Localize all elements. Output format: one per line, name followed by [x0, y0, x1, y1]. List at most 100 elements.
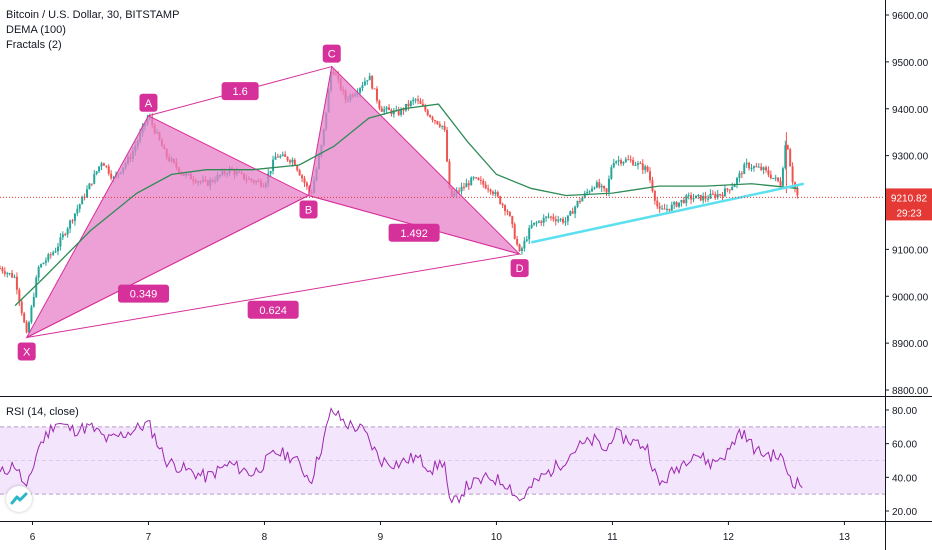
candle-body — [61, 234, 64, 238]
price-tick-label: 9400.00 — [892, 105, 929, 116]
candle-body — [653, 191, 656, 201]
candle-body — [98, 166, 101, 172]
candle-body — [774, 177, 777, 179]
trend-line[interactable] — [530, 182, 805, 244]
time-tick-label: 7 — [146, 532, 152, 543]
price-tick-label: 9300.00 — [892, 152, 929, 163]
candle-body — [112, 177, 115, 179]
candle-body — [516, 238, 519, 245]
candle-body — [738, 173, 741, 179]
candle-body — [482, 180, 485, 185]
candle-body — [429, 115, 432, 118]
candle-body — [279, 155, 282, 158]
candle-body — [441, 125, 444, 127]
tradingview-logo[interactable] — [6, 486, 32, 512]
candle-body — [446, 129, 449, 162]
candle-body — [15, 276, 18, 290]
candle-body — [789, 149, 792, 167]
harmonic-pattern[interactable]: 1.6 1.492 0.349 0.624 X A B C D — [17, 44, 529, 361]
candle-body — [603, 185, 606, 189]
candle-body — [769, 174, 772, 179]
point-label-a-bg — [139, 93, 158, 112]
candle-body — [574, 206, 577, 214]
candle-body — [363, 81, 366, 86]
logo-icon — [10, 492, 28, 505]
candle-body — [731, 187, 734, 190]
point-label-b: B — [305, 204, 312, 216]
candle-body — [383, 109, 386, 112]
candle-body — [407, 103, 410, 107]
candle-body — [557, 219, 560, 222]
candle-body — [620, 160, 623, 164]
candle-body — [540, 221, 543, 223]
candle-body — [740, 173, 743, 175]
candle-body — [93, 173, 96, 184]
candle-body — [566, 215, 569, 222]
last-price-value: 9210.82 — [891, 193, 928, 204]
candle-body — [593, 187, 596, 189]
candle-body — [470, 177, 473, 186]
ratio-label-bg — [221, 82, 259, 101]
candle-body — [622, 161, 625, 164]
candle-body — [71, 220, 74, 222]
candle-body — [42, 262, 45, 265]
candle-body — [102, 163, 105, 166]
rsi-legend: RSI (14, close) — [6, 405, 79, 420]
candle-body — [781, 168, 784, 186]
candle-body — [518, 244, 521, 251]
candle-body — [32, 296, 35, 307]
candle-body — [721, 194, 724, 197]
candle-body — [765, 167, 768, 171]
candle-body — [475, 177, 478, 179]
candle-body — [494, 192, 497, 195]
candle-body — [545, 216, 548, 218]
candle-body — [678, 202, 681, 207]
candle-body — [634, 164, 637, 166]
candle-body — [542, 217, 545, 223]
candle-body — [467, 183, 470, 186]
candle-body — [600, 185, 603, 188]
candle-body — [523, 240, 526, 249]
candle-body — [18, 289, 21, 302]
candle-body — [607, 178, 610, 192]
candle-body — [728, 189, 731, 191]
candle-body — [624, 159, 627, 162]
candle-body — [726, 188, 729, 190]
price-tick-label: 9500.00 — [892, 58, 929, 69]
candle-body — [670, 204, 673, 211]
candle-body — [375, 88, 378, 101]
candle-body — [281, 154, 284, 156]
candle-body — [578, 200, 581, 202]
candle-body — [301, 175, 304, 179]
time-tick-label: 13 — [839, 532, 851, 543]
ratio-label-bg — [388, 223, 440, 242]
candle-body — [786, 145, 789, 150]
price-tick-label: 9600.00 — [892, 11, 929, 22]
candle-body — [23, 313, 26, 323]
candle-body — [665, 208, 668, 210]
candle-body — [504, 205, 507, 212]
candle-body — [673, 202, 676, 205]
candle-body — [448, 161, 451, 189]
candle-body — [40, 264, 43, 268]
candle-body — [562, 218, 565, 223]
point-label-x-bg — [17, 342, 36, 361]
candle-body — [359, 88, 362, 93]
candle-body — [3, 271, 6, 274]
candle-body — [767, 170, 770, 175]
candle-body — [298, 170, 301, 176]
candle-body — [293, 159, 296, 166]
candle-body — [477, 177, 480, 180]
candle-body — [0, 268, 1, 270]
candle-body — [460, 186, 463, 192]
candle-body — [508, 212, 511, 217]
candle-body — [361, 85, 364, 89]
time-tick-label: 9 — [378, 532, 384, 543]
price-tick-label: 8900.00 — [892, 339, 929, 350]
candle-body — [438, 124, 441, 127]
candle-body — [554, 219, 557, 222]
candle-body — [431, 117, 434, 121]
candle-body — [465, 183, 468, 188]
candle-body — [366, 80, 369, 82]
